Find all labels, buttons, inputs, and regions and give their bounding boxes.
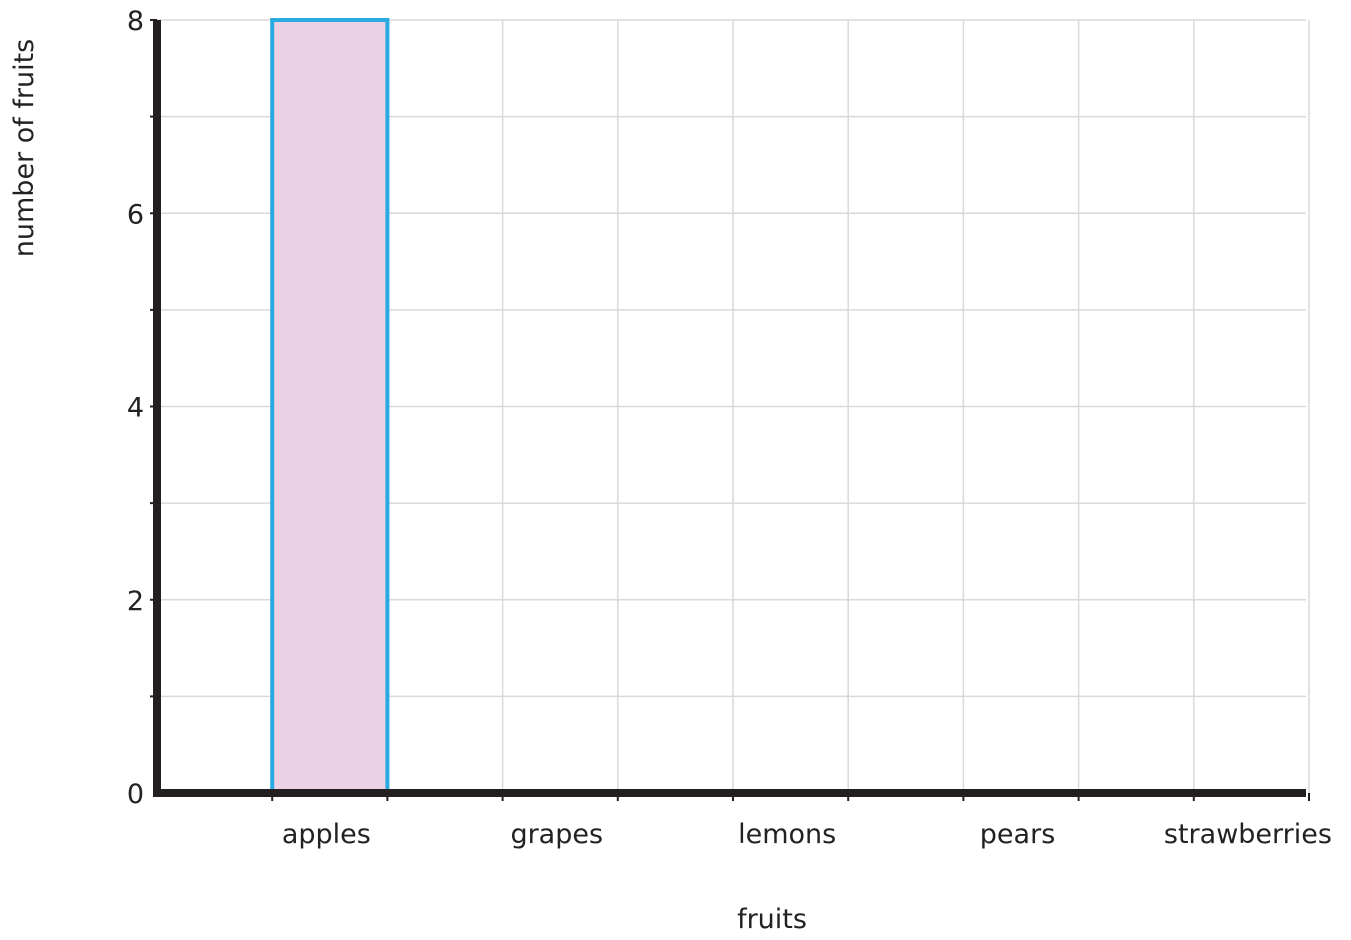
y-tick-label: 2 (127, 586, 144, 617)
tick-labels: apples grapes lemons pears strawberries 0 2 4 6 8 (127, 6, 1332, 850)
bars (270, 18, 390, 795)
bar-apples (270, 18, 390, 795)
y-tick-label: 8 (127, 6, 144, 37)
x-tick-label: grapes (510, 819, 603, 850)
x-tick-label: lemons (738, 819, 836, 850)
y-tick-label: 4 (127, 393, 144, 424)
axes (150, 19, 1310, 801)
y-tick-label: 6 (127, 199, 144, 230)
y-axis-title: number of fruits (9, 39, 40, 257)
x-tick-label: pears (980, 819, 1055, 850)
y-tick-label: 0 (127, 779, 144, 810)
x-tick-label: strawberries (1164, 819, 1332, 850)
x-axis-title: fruits (737, 904, 807, 935)
x-tick-label: apples (282, 819, 371, 850)
